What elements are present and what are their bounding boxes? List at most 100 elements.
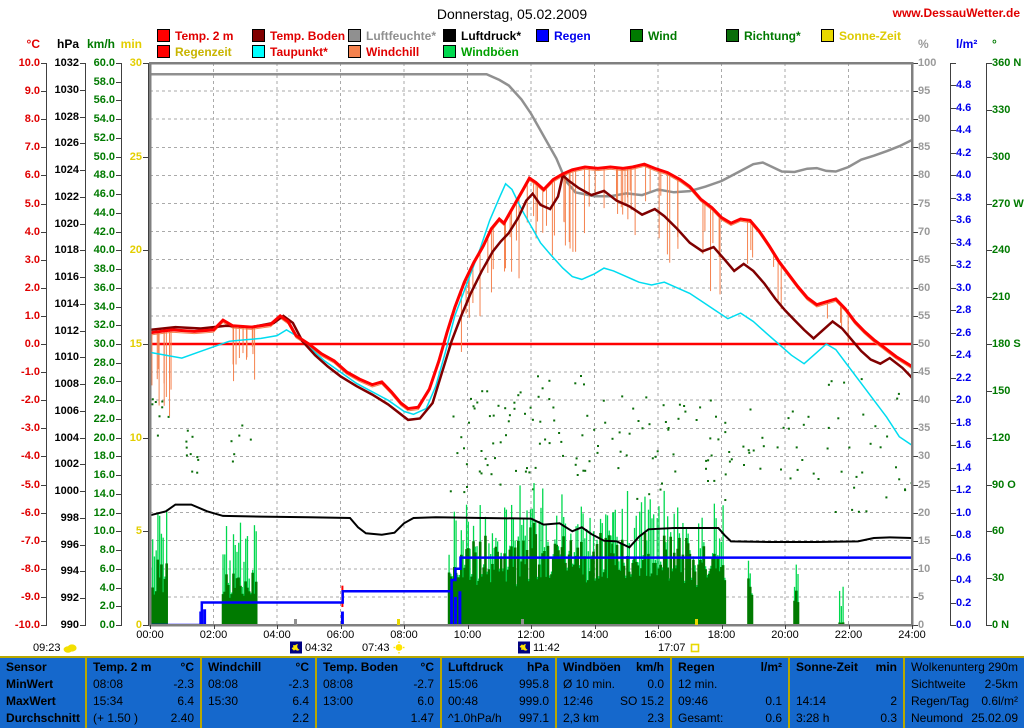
axis-tick [116, 475, 121, 477]
axis-tick [116, 512, 121, 514]
series-richtung-dot [812, 472, 815, 475]
axis-tick-label: -3.0 [21, 422, 40, 435]
axis-line [46, 63, 47, 626]
axis-tick [41, 91, 46, 93]
axis-tick [913, 63, 918, 64]
avg-label: ^1.0hPa/h [448, 711, 502, 725]
series-richtung-dot [625, 454, 628, 457]
axis-tick-label: 1012 [54, 324, 79, 337]
axis-tick-label: 35 [918, 422, 931, 435]
axis-tick-label: 100 [918, 57, 937, 69]
axis-unit-label: ° [992, 37, 997, 51]
axis-tick-label: 48.0 [93, 169, 115, 182]
axis-tick [951, 152, 956, 154]
axis-tick [987, 250, 992, 252]
x-axis-time-label: 12:00 [517, 629, 545, 641]
axis-tick [143, 63, 148, 64]
series-richtung-dot [488, 415, 491, 418]
series-richtung-dot [619, 450, 622, 453]
series-richtung-dot [761, 436, 764, 439]
series-richtung-dot [505, 434, 507, 437]
series-richtung-dot [604, 421, 607, 424]
axis-tick [913, 568, 918, 570]
series-richtung-dot [661, 482, 663, 485]
series-richtung-dot [167, 415, 170, 418]
axis-tick-label: 8.0 [99, 544, 115, 557]
axis-tick-label: 58.0 [93, 75, 115, 88]
series-richtung-dot [896, 397, 899, 400]
table-row-label: Durchschnitt [6, 711, 81, 725]
x-axis-tick [150, 625, 151, 629]
axis-tick-label: 10 [918, 562, 931, 575]
avg-label: Gesamt: [678, 711, 724, 725]
series-richtung-dot [762, 445, 765, 448]
axis-tick-label: 56.0 [93, 94, 115, 107]
series-richtung-dot [895, 466, 897, 469]
axis-tick [116, 381, 121, 383]
legend-label: Luftdruck* [461, 28, 521, 43]
axis-tick-label: 0 [918, 619, 925, 631]
series-richtung-dot [537, 395, 540, 398]
series-richtung-dot [468, 421, 470, 424]
axis-tick [41, 428, 46, 430]
avg-value: 2.3 [647, 711, 664, 725]
axis-tick [951, 310, 956, 312]
min-time: 12 min. [678, 677, 718, 691]
series-richtung-dot [715, 415, 717, 418]
series-richtung-dot [191, 435, 194, 438]
axis-tick-label: 46.0 [93, 188, 115, 201]
axis-tick [913, 175, 918, 177]
series-richtung-dot [534, 466, 537, 469]
axis-tick-label: 150 [992, 384, 1011, 397]
legend-label: Windchill [366, 44, 420, 59]
axis-unit-label: hPa [56, 37, 79, 51]
series-richtung-dot [705, 467, 707, 470]
astro-axis-tick [294, 619, 297, 625]
series-richtung-dot [238, 434, 241, 437]
series-richtung-dot [596, 451, 599, 454]
axis-tick-label: 45 [918, 366, 931, 379]
axis-tick-label: 2.0 [956, 394, 972, 407]
table-sensor-column: Windchill °C 08:08 -2.3 15:30 6.4 2.2 [200, 658, 315, 728]
max-value: 6.4 [292, 694, 309, 708]
axis-tick-label: 2.4 [956, 349, 972, 362]
axis-tick-label: 85 [918, 141, 931, 154]
axis-tick [951, 287, 956, 289]
axis-tick [987, 203, 992, 205]
axis-tick [116, 418, 121, 420]
series-richtung-dot [667, 428, 670, 431]
axis-tick-label: 60.0 [93, 57, 115, 69]
axis-tick-label: 8.0 [24, 113, 40, 126]
axis-tick-label: 5.0 [24, 197, 40, 210]
axis-tick [116, 493, 121, 495]
table-row: 13:00 6.0 [317, 693, 440, 710]
axis-tick-label: 4.0 [956, 169, 972, 182]
website-link[interactable]: www.DessauWetter.de [892, 6, 1020, 20]
legend-swatch [821, 29, 834, 42]
axis-tick-label: 36.0 [93, 281, 115, 294]
info-label: Regen/Tag [911, 694, 970, 708]
axis-tick [116, 81, 121, 83]
series-richtung-dot [507, 420, 510, 423]
axis-tick-label: 1.0 [24, 309, 40, 322]
table-row: 2.2 [202, 710, 315, 727]
series-richtung-dot [707, 480, 709, 482]
series-richtung-dot [728, 460, 731, 463]
series-richtung-dot [156, 434, 159, 437]
axis-tick-label: 10.0 [18, 57, 40, 69]
axis-tick [951, 242, 956, 244]
table-row: 09:46 0.1 [672, 693, 788, 710]
series-richtung-dot [840, 470, 843, 473]
axis-tick-label: 65 [918, 253, 931, 266]
axis-tick [143, 250, 148, 252]
axis-tick-label: 1026 [54, 137, 79, 150]
axis-tick-label: 26.0 [93, 375, 115, 388]
axis-tick-label: 1028 [54, 110, 79, 123]
min-time: 15:06 [448, 677, 479, 691]
avg-value: 0.6 [765, 711, 782, 725]
sensor-unit: °C [420, 660, 434, 674]
legend-label: Sonne-Zeit [839, 28, 901, 43]
axis-tick-label: 5 [135, 525, 142, 538]
axis-tick-label: 990 [60, 619, 79, 631]
table-row: Windchill °C [202, 659, 315, 676]
